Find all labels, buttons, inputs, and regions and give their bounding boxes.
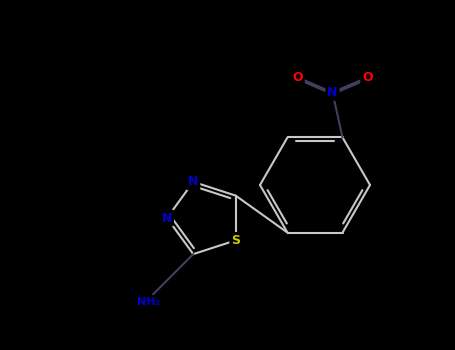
Text: N: N [188, 175, 198, 188]
Text: N: N [162, 211, 172, 224]
Text: N: N [327, 86, 338, 99]
Text: O: O [362, 71, 373, 84]
Text: S: S [231, 234, 240, 247]
Text: O: O [292, 71, 303, 84]
Text: NH₂: NH₂ [136, 297, 160, 307]
